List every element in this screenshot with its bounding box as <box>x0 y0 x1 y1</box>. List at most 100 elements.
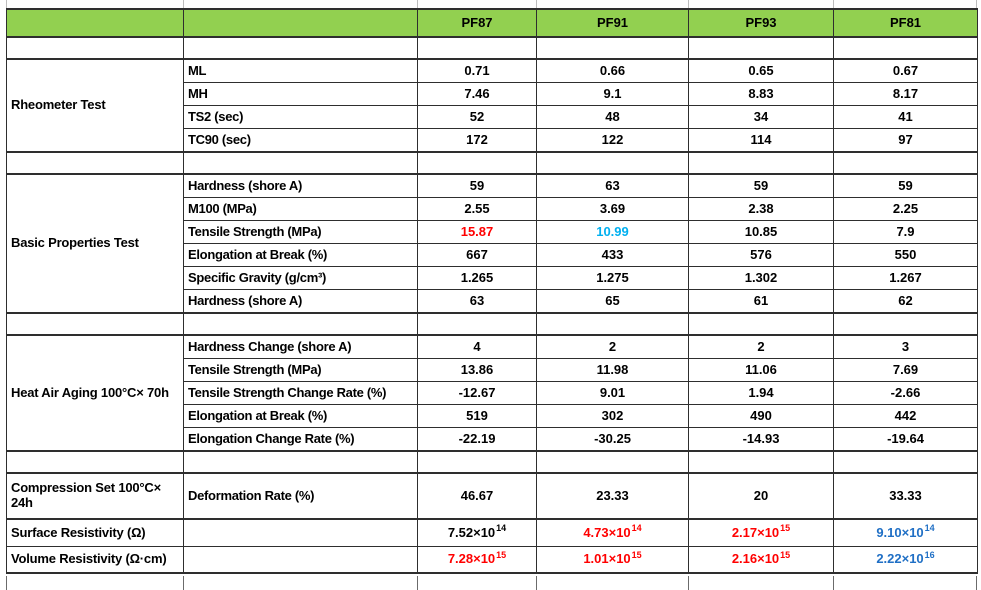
value-cell: 2.16×1015 <box>688 546 834 574</box>
value-cell: 490 <box>688 404 834 428</box>
spacer-cell <box>417 36 537 60</box>
property-cell: Hardness (shore A) <box>183 173 418 198</box>
value-cell: 8.17 <box>833 82 978 106</box>
spacer-cell <box>833 36 978 60</box>
property-cell: Tensile Strength Change Rate (%) <box>183 381 418 405</box>
section-label-cell: Heat Air Aging 100°C× 70h <box>6 334 184 452</box>
header-cell-pf81: PF81 <box>833 8 978 38</box>
gridline-stub <box>536 576 537 590</box>
spacer-cell <box>833 312 978 336</box>
value-cell: 3 <box>833 334 978 359</box>
table-row: Heat Air Aging 100°C× 70h Hardness Chang… <box>6 334 978 452</box>
empty-cell <box>183 546 418 574</box>
value-cell: 4.73×1014 <box>536 518 689 547</box>
value-cell: 0.66 <box>536 58 689 83</box>
value-cell: 0.65 <box>688 58 834 83</box>
property-cell: Hardness Change (shore A) <box>183 334 418 359</box>
table-row: TC90 (sec) 172 122 114 97 <box>7 128 978 153</box>
spacer-cell <box>183 151 418 175</box>
spacer-cell <box>183 450 418 474</box>
value-cell: 1.302 <box>688 266 834 290</box>
table-row: Specific Gravity (g/cm³) 1.265 1.275 1.3… <box>7 266 978 290</box>
value-cell: 4 <box>417 334 537 359</box>
property-cell: Tensile Strength (MPa) <box>183 220 418 244</box>
value-cell: 10.99 <box>536 220 689 244</box>
table-row: Elongation Change Rate (%) -22.19 -30.25… <box>7 427 978 452</box>
value-cell: 48 <box>536 105 689 129</box>
value-cell: 0.67 <box>833 58 978 83</box>
table-row: MH 7.46 9.1 8.83 8.17 <box>7 82 978 106</box>
spacer-cell <box>536 36 689 60</box>
property-cell: Deformation Rate (%) <box>183 472 418 520</box>
value-cell: 0.71 <box>417 58 537 83</box>
value-cell: -19.64 <box>833 427 978 452</box>
header-cell-pf91: PF91 <box>536 8 689 38</box>
gridline-stub <box>183 0 184 9</box>
gridline-stub <box>688 576 689 590</box>
value-cell: 2 <box>688 334 834 359</box>
value-cell: 9.01 <box>536 381 689 405</box>
value-cell: 7.46 <box>417 82 537 106</box>
table-row: Volume Resistivity (Ω·cm) 7.28×1015 1.01… <box>6 546 978 574</box>
value-cell: 576 <box>688 243 834 267</box>
table-row: Rheometer Test ML 0.71 0.66 0.65 0.67 <box>6 58 978 153</box>
value-cell: -22.19 <box>417 427 537 452</box>
property-cell: Specific Gravity (g/cm³) <box>183 266 418 290</box>
gridline-stub <box>417 0 418 9</box>
section-label-cell: Surface Resistivity (Ω) <box>6 518 184 547</box>
value-cell: 1.267 <box>833 266 978 290</box>
property-cell: M100 (MPa) <box>183 197 418 221</box>
value-cell: 8.83 <box>688 82 834 106</box>
section-label-cell: Basic Properties Test <box>6 173 184 314</box>
spacer-cell <box>688 312 834 336</box>
empty-cell <box>183 518 418 547</box>
table-row: Elongation at Break (%) 519 302 490 442 <box>7 404 978 428</box>
value-cell: 519 <box>417 404 537 428</box>
value-cell: 59 <box>417 173 537 198</box>
gridline-stub <box>833 576 834 590</box>
table-row: Elongation at Break (%) 667 433 576 550 <box>7 243 978 267</box>
value-cell: 11.98 <box>536 358 689 382</box>
value-cell: 1.94 <box>688 381 834 405</box>
header-cell-empty <box>183 8 418 38</box>
value-cell: 65 <box>536 289 689 314</box>
section-label-cell: Volume Resistivity (Ω·cm) <box>6 546 184 574</box>
value-cell: 11.06 <box>688 358 834 382</box>
section-label-cell: Compression Set 100°C× 24h <box>6 472 184 520</box>
property-cell: MH <box>183 82 418 106</box>
table-row: TS2 (sec) 52 48 34 41 <box>7 105 978 129</box>
gridline-stub <box>6 576 7 590</box>
value-cell: 10.85 <box>688 220 834 244</box>
section-label-cell: Rheometer Test <box>6 58 184 153</box>
spacer-cell <box>6 36 184 60</box>
value-cell: 1.275 <box>536 266 689 290</box>
gridline-stub <box>833 0 834 9</box>
value-cell: 7.28×1015 <box>417 546 537 574</box>
header-cell-pf87: PF87 <box>417 8 537 38</box>
spacer-cell <box>417 450 537 474</box>
value-cell: 2.22×1016 <box>833 546 978 574</box>
value-cell: 63 <box>536 173 689 198</box>
spacer-row <box>6 36 978 60</box>
spacer-cell <box>833 151 978 175</box>
spacer-cell <box>688 36 834 60</box>
property-cell: Tensile Strength (MPa) <box>183 358 418 382</box>
spacer-cell <box>688 450 834 474</box>
value-cell: 1.01×1015 <box>536 546 689 574</box>
spacer-cell <box>6 312 184 336</box>
table-row: Tensile Strength Change Rate (%) -12.67 … <box>7 381 978 405</box>
property-cell: TC90 (sec) <box>183 128 418 153</box>
value-cell: 442 <box>833 404 978 428</box>
property-cell: TS2 (sec) <box>183 105 418 129</box>
spacer-cell <box>6 151 184 175</box>
value-cell: 62 <box>833 289 978 314</box>
header-cell-empty <box>6 8 184 38</box>
value-cell: 3.69 <box>536 197 689 221</box>
value-cell: 114 <box>688 128 834 153</box>
value-cell: 52 <box>417 105 537 129</box>
spacer-cell <box>688 151 834 175</box>
header-row: PF87 PF91 PF93 PF81 <box>6 8 978 38</box>
gridline-stub <box>688 0 689 9</box>
value-cell: 667 <box>417 243 537 267</box>
